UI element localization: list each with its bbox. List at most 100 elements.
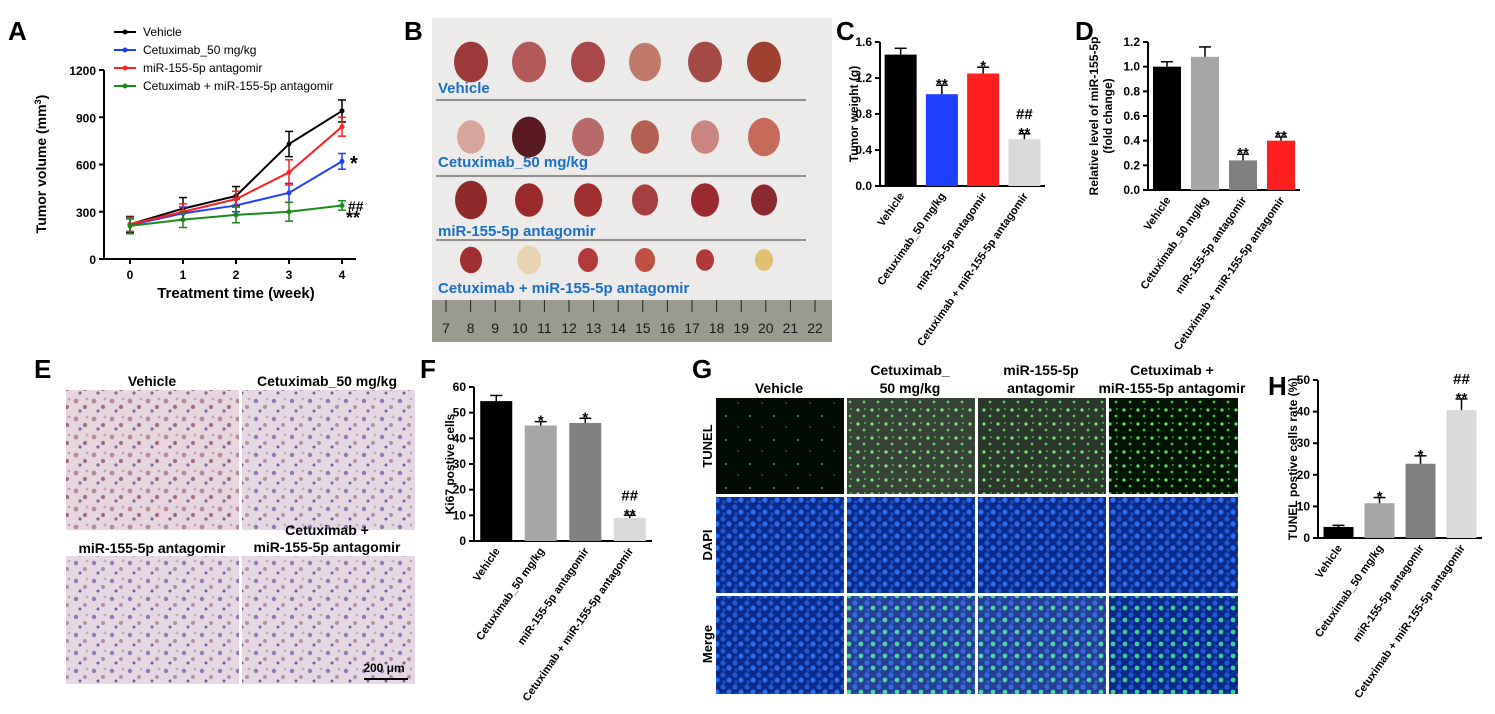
a-data-point — [233, 196, 239, 202]
a-annotation: ** — [346, 208, 360, 228]
merge-combo — [1109, 596, 1238, 694]
chartF-annotation: ## — [621, 487, 638, 504]
panel-label-c: C — [836, 16, 855, 46]
panel-label-d: D — [1075, 16, 1094, 46]
a-y-tick-label: 0 — [89, 253, 96, 267]
chartF-y-tick-label: 10 — [453, 508, 467, 522]
chartC-annotation: * — [980, 58, 986, 75]
chartH-y-tick-label: 30 — [1297, 436, 1311, 450]
tumor — [454, 41, 488, 83]
scale-bar-label: 200 μm — [363, 661, 404, 675]
a-x-tick-label: 0 — [127, 268, 134, 282]
tumor — [755, 249, 773, 271]
chartH-annotation: * — [1418, 447, 1424, 464]
a-x-tick-label: 4 — [339, 268, 346, 282]
a-data-point — [339, 202, 345, 208]
chartF-bar — [524, 425, 557, 541]
a-y-axis-label: Tumor volume (mm3) — [33, 95, 49, 234]
chart-a-tumor-volume: 0 300 600 900 1200 0 1 2 3 4 Treatment time (week)… — [33, 25, 364, 302]
tunel-antagomir — [978, 398, 1106, 494]
chartD-category-label: Cetuximab_50 mg/kg — [1139, 195, 1212, 292]
tunel-cetuximab — [847, 398, 975, 494]
a-data-point — [339, 158, 345, 164]
a-data-point — [286, 209, 292, 215]
e-label-antagomir: miR-155-5p antagomir — [78, 540, 226, 556]
a-x-tick-label: 3 — [286, 268, 293, 282]
chartD-bar — [1191, 56, 1219, 190]
a-y-tick-label: 900 — [76, 111, 96, 125]
panel-label-e: E — [34, 354, 51, 384]
chartD-y-tick-label: 1.2 — [1123, 35, 1140, 49]
chartD-category-label: miR-155-5p antagomir — [1173, 194, 1250, 296]
merge-antagomir — [978, 596, 1106, 694]
chartD-y-tick-label: 0.6 — [1123, 109, 1140, 123]
e-label-combo-2: miR-155-5p antagomir — [253, 539, 401, 555]
chartH-y-tick-label: 10 — [1297, 499, 1311, 513]
chartH-annotation: ## — [1453, 371, 1470, 388]
ruler-number: 9 — [491, 320, 499, 336]
chartH-bar — [1446, 410, 1477, 538]
chartD-y-tick-label: 0.4 — [1123, 134, 1140, 148]
tumor — [691, 120, 719, 154]
panel-label-a: A — [8, 16, 27, 46]
tumor — [571, 41, 605, 83]
chartF-bar — [480, 401, 513, 541]
a-annotation: ## — [348, 198, 364, 214]
chartF-y-axis-label: Ki67 postive cells — [443, 413, 457, 514]
a-y-tick-label: 300 — [76, 206, 96, 220]
chartF-y-tick-label: 20 — [453, 483, 467, 497]
g-col-vehicle: Vehicle — [755, 380, 803, 396]
merge-cetuximab — [847, 596, 975, 694]
g-row-dapi: DAPI — [700, 529, 715, 560]
g-col-cetuximab-1: Cetuximab_ — [870, 362, 950, 378]
e-label-cetuximab: Cetuximab_50 mg/kg — [257, 373, 397, 389]
dapi-cetuximab — [847, 497, 975, 593]
tumor — [635, 248, 655, 272]
tumor — [691, 183, 719, 217]
micrograph-cetuximab — [242, 390, 415, 530]
chartF-y-tick-label: 40 — [453, 431, 467, 445]
ruler-number: 14 — [610, 320, 626, 336]
a-legend-marker — [122, 65, 128, 71]
tunel-combo — [1109, 398, 1238, 494]
micrographs-e: Vehicle Cetuximab_50 mg/kg miR-155-5p an… — [66, 373, 415, 684]
ruler-number: 16 — [660, 320, 676, 336]
a-y-tick-label: 1200 — [69, 64, 96, 78]
ruler-number: 20 — [758, 320, 774, 336]
chartH-annotation: ** — [1456, 390, 1468, 407]
chartF-category-label: Vehicle — [471, 546, 503, 584]
chartF-y-tick-label: 50 — [453, 406, 467, 420]
chartD-bar — [1153, 66, 1181, 190]
panel-label-h: H — [1268, 371, 1287, 401]
group-label-vehicle: Vehicle — [438, 80, 490, 97]
chartC-category-label: Vehicle — [876, 191, 908, 229]
a-x-axis-label: Treatment time (week) — [157, 285, 315, 302]
chartF-annotation: * — [538, 413, 544, 430]
dapi-combo — [1109, 497, 1238, 593]
chartH-annotation: * — [1377, 489, 1383, 506]
a-data-point — [339, 108, 345, 114]
ruler-number: 10 — [512, 320, 528, 336]
micrograph-vehicle — [66, 390, 239, 530]
ruler-number: 15 — [635, 320, 651, 336]
e-label-combo-1: Cetuximab + — [285, 522, 369, 538]
ruler-number: 21 — [783, 320, 799, 336]
chartF-y-tick-label: 0 — [459, 534, 466, 548]
chartH-bar — [1323, 526, 1354, 538]
micrograph-antagomir — [66, 556, 239, 684]
ruler-number: 11 — [537, 320, 552, 336]
tumor — [517, 245, 541, 275]
tunel-vehicle — [716, 398, 844, 494]
tumor — [632, 184, 658, 216]
group-label-antagomir: miR-155-5p antagomir — [438, 223, 596, 240]
tumor — [631, 120, 659, 154]
tumor — [515, 183, 543, 217]
ruler-number: 22 — [807, 320, 823, 336]
chartD-annotation: ** — [1237, 145, 1249, 162]
a-legend-label: Vehicle — [143, 25, 182, 39]
g-row-tunel: TUNEL — [700, 424, 715, 467]
tumor — [572, 117, 604, 157]
